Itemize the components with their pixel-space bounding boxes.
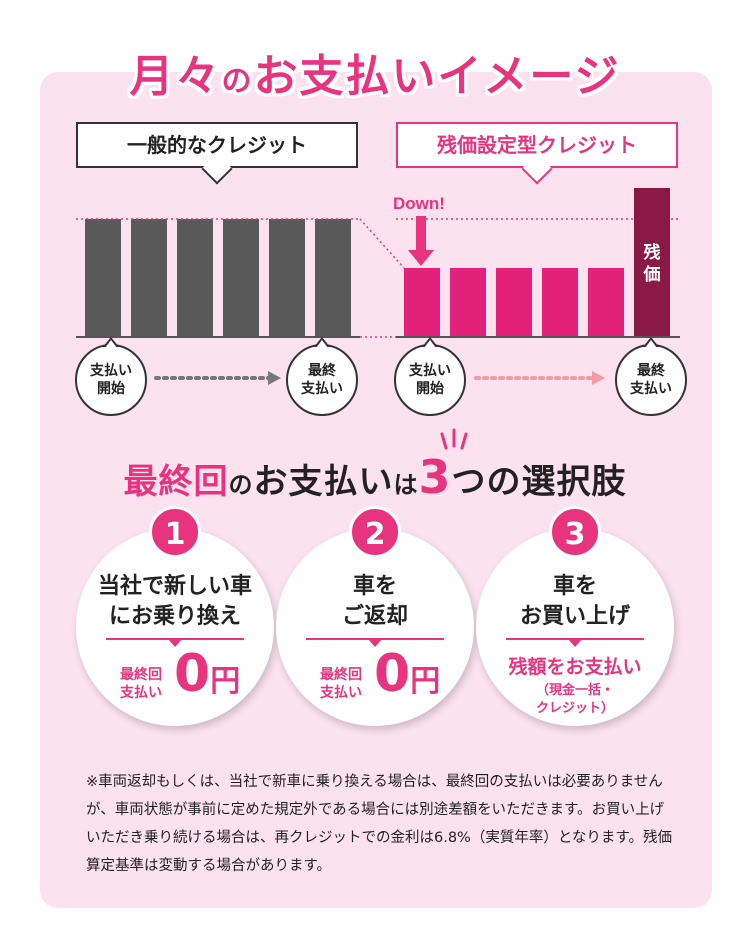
bubble-text: 最終 支払い <box>630 363 672 397</box>
general-bar <box>315 219 351 337</box>
general-timeline-arrow <box>154 371 281 385</box>
down-arrow-shaft <box>416 216 426 252</box>
background-panel <box>40 72 712 908</box>
bubble-text: 最終 支払い <box>301 363 343 397</box>
residual-bar-label-2: 価 <box>643 264 661 285</box>
heading-part1: 最終回 <box>123 462 229 502</box>
choice-final-payment-label: 最終回 支払い <box>120 667 162 701</box>
choice-card-1: 1 当社で新しい車 にお乗り換え 最終回 支払い 0円 <box>76 506 274 726</box>
comparison-chart: Down! 残 価 <box>76 188 680 385</box>
residual-credit-label-text: 残価設定型クレジット <box>437 133 637 157</box>
general-end-bubble: 最終 支払い <box>286 337 358 416</box>
choice-final-payment-value: 0円 <box>174 646 240 710</box>
residual-timeline-arrow <box>474 371 605 385</box>
general-credit-label-text: 一般的なクレジット <box>127 133 307 157</box>
general-start-bubble: 支払い 開始 <box>75 337 147 416</box>
general-bars <box>85 219 351 337</box>
choice-divider <box>306 638 444 647</box>
page-title: 月々のお支払いイメージ <box>0 40 750 104</box>
residual-credit-label: 残価設定型クレジット <box>396 122 678 185</box>
residual-bars <box>404 188 670 337</box>
general-bar <box>85 219 121 337</box>
bubble-tip <box>643 337 659 348</box>
connector-top <box>359 218 405 269</box>
down-label: Down! <box>393 194 445 213</box>
bubble-text: 支払い 開始 <box>409 363 451 397</box>
residual-monthly-bar <box>542 268 578 337</box>
choice-final-payment-value: 0円 <box>374 646 440 710</box>
residual-monthly-bar <box>404 268 440 337</box>
heading-part3: お支払い <box>253 462 394 502</box>
choice-pay-sub: （現金一括・ クレジット） <box>535 683 614 716</box>
value-number: 0 <box>374 644 411 704</box>
title-mid: の <box>221 64 254 99</box>
heading-part2: の <box>228 471 254 499</box>
general-bar <box>177 219 213 337</box>
choice-pay-text: 残額をお支払い <box>508 656 642 678</box>
residual-start-bubble: 支払い 開始 <box>394 337 466 416</box>
footnote: ※車両返却もしくは、当社で新車に乗り換える場合は、最終回の支払いは必要ありません… <box>86 774 672 874</box>
choice-number-badge: 1 <box>149 506 201 558</box>
residual-end-bubble: 最終 支払い <box>615 337 687 416</box>
bubble-text: 支払い 開始 <box>90 363 132 397</box>
choice-heading: 車を お買い上げ <box>519 574 630 629</box>
title-rest: お支払いイメージ <box>253 51 621 102</box>
general-bar <box>131 219 167 337</box>
residual-monthly-bar <box>450 268 486 337</box>
choice-card-2: 2 車を ご返却 最終回 支払い 0円 <box>276 506 474 726</box>
residual-monthly-bar <box>496 268 532 337</box>
down-arrow-head <box>408 250 434 266</box>
choice-heading: 当社で新しい車 にお乗り換え <box>97 574 252 629</box>
choices-heading: 最終回のお支払いは3つの選択肢 <box>0 450 750 504</box>
choice-divider <box>106 638 244 647</box>
choice-divider <box>506 638 644 647</box>
residual-bar-label-1: 残 <box>644 242 661 263</box>
value-number: 0 <box>174 644 211 704</box>
bubble-tip <box>314 337 330 348</box>
choice-final-payment-label: 最終回 支払い <box>320 667 362 701</box>
emphasis-sparkle-icon <box>440 428 468 450</box>
residual-monthly-bar <box>588 268 624 337</box>
value-unit: 円 <box>410 664 441 699</box>
title-main: 月々 <box>129 51 222 102</box>
heading-num: 3 <box>418 450 452 504</box>
choice-card-3: 3 車を お買い上げ 残額をお支払い （現金一括・ クレジット） <box>476 506 674 726</box>
general-bar <box>269 219 305 337</box>
heading-part4: は <box>393 471 419 499</box>
choice-number-badge: 3 <box>549 506 601 558</box>
bubble-tip <box>103 337 119 348</box>
bubble-tip <box>422 337 438 348</box>
general-credit-label: 一般的なクレジット <box>76 122 358 185</box>
general-bar <box>223 219 259 337</box>
residual-value-bar <box>634 188 670 337</box>
choice-heading: 車を ご返却 <box>341 574 408 629</box>
value-unit: 円 <box>210 664 241 699</box>
choice-number-badge: 2 <box>349 506 401 558</box>
heading-part5: つの選択肢 <box>451 462 627 502</box>
